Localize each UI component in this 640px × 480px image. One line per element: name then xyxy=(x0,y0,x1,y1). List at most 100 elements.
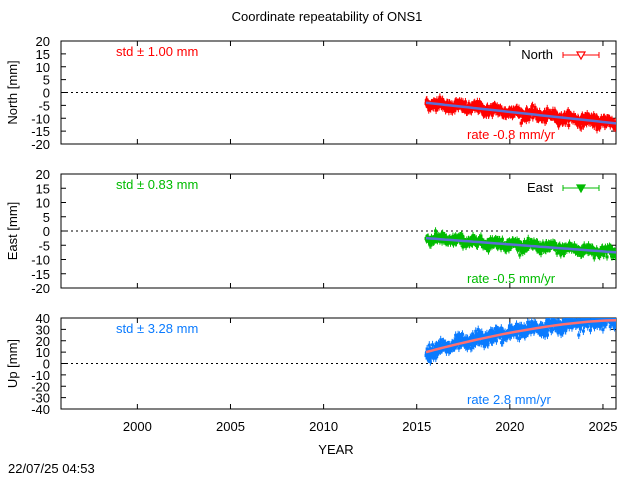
north-data-point xyxy=(461,100,465,104)
up-data-point xyxy=(581,329,585,333)
up-data-point xyxy=(532,330,536,334)
up-data-point xyxy=(600,315,603,318)
up-data-point xyxy=(546,333,550,337)
north-data-point xyxy=(469,110,473,114)
up-data-point xyxy=(490,340,494,344)
up-data-point xyxy=(600,315,603,318)
east-data-point xyxy=(487,249,491,253)
north-y-tick-label: 5 xyxy=(43,73,50,88)
up-data-point xyxy=(592,314,595,317)
up-data-point xyxy=(571,313,574,316)
east-data-point xyxy=(490,237,494,241)
east-data-point xyxy=(498,238,502,242)
up-y-tick-label: 10 xyxy=(36,345,50,360)
up-data-point xyxy=(509,333,513,337)
north-data-point xyxy=(525,108,529,112)
up-data-point xyxy=(434,356,438,360)
east-data-point xyxy=(451,234,455,238)
x-tick-label: 2020 xyxy=(495,419,524,434)
up-data-point xyxy=(604,322,608,326)
up-data-point xyxy=(570,319,574,323)
up-data-point xyxy=(465,346,469,350)
up-data-point xyxy=(438,341,442,345)
east-data-point xyxy=(517,240,521,244)
up-data-point xyxy=(480,330,484,334)
up-data-point xyxy=(512,333,516,337)
east-y-tick-label: -20 xyxy=(31,281,50,296)
north-data-point xyxy=(600,122,604,126)
north-data-point xyxy=(551,108,555,112)
x-axis-tick-labels: 2000 2005 2010 2015 2020 2025 xyxy=(123,419,618,434)
up-data-point xyxy=(433,352,437,356)
east-data-point xyxy=(525,239,529,243)
up-data-point xyxy=(519,324,523,328)
north-data-point xyxy=(456,106,460,110)
north-data-point xyxy=(535,111,539,115)
north-data-point xyxy=(500,107,504,111)
up-data-point xyxy=(565,324,569,328)
up-data-point xyxy=(492,338,496,342)
up-data-point xyxy=(478,340,482,344)
north-data-point xyxy=(463,108,467,112)
north-data-point xyxy=(521,118,525,122)
east-data-point xyxy=(518,253,522,257)
north-data-point xyxy=(579,126,583,130)
north-y-tick-label: 10 xyxy=(36,60,50,75)
north-data-point xyxy=(557,124,561,128)
up-data-point xyxy=(522,324,526,328)
up-data-point xyxy=(516,336,520,340)
north-rate-label: rate -0.8 mm/yr xyxy=(467,127,556,142)
north-y-tick-label: -5 xyxy=(38,98,50,113)
east-data-point xyxy=(591,246,595,250)
up-data-point xyxy=(436,352,440,356)
east-data-point xyxy=(559,253,563,257)
east-data-point xyxy=(555,251,559,255)
up-data-point xyxy=(444,341,448,345)
up-data-point xyxy=(444,350,448,354)
up-data-point xyxy=(486,343,490,347)
up-data-point xyxy=(586,325,590,329)
up-data-point xyxy=(561,331,565,335)
east-data-point xyxy=(614,253,616,257)
north-y-tick-label: -15 xyxy=(31,124,50,139)
up-y-tick-label: 30 xyxy=(36,322,50,337)
up-data-point xyxy=(578,327,582,331)
up-data-point xyxy=(550,318,554,321)
up-y-tick-label: -10 xyxy=(31,368,50,383)
up-data-point xyxy=(595,324,599,328)
north-legend-marker xyxy=(575,51,587,61)
up-data-point xyxy=(539,331,543,335)
north-data-point xyxy=(614,123,616,127)
north-data-point xyxy=(480,109,484,113)
up-data-point xyxy=(522,333,526,337)
east-data-point xyxy=(538,249,542,253)
north-data-point xyxy=(598,126,602,130)
east-data-point xyxy=(605,255,609,259)
north-data-point xyxy=(527,118,531,122)
east-data-point xyxy=(522,240,526,244)
x-tick-label: 2005 xyxy=(216,419,245,434)
up-data-point xyxy=(529,330,533,334)
up-data-point xyxy=(553,319,557,323)
north-data-point xyxy=(603,115,607,119)
east-data-point xyxy=(544,241,548,245)
up-data-point xyxy=(482,344,486,348)
east-data-point xyxy=(429,243,433,247)
north-data-point xyxy=(438,95,442,99)
east-data-point xyxy=(541,243,545,247)
up-data-point xyxy=(591,313,594,316)
up-data-point xyxy=(557,320,561,324)
up-data-point xyxy=(607,312,610,315)
up-data-point xyxy=(431,343,435,347)
up-data-point xyxy=(457,346,461,350)
up-data-point xyxy=(427,354,431,358)
up-data-point xyxy=(473,342,477,346)
north-data-point xyxy=(613,126,616,130)
up-data-point xyxy=(612,318,616,319)
timestamp: 22/07/25 04:53 xyxy=(8,461,95,476)
up-data-point xyxy=(544,326,548,330)
north-data-point xyxy=(538,110,542,114)
up-data-point xyxy=(556,331,560,335)
